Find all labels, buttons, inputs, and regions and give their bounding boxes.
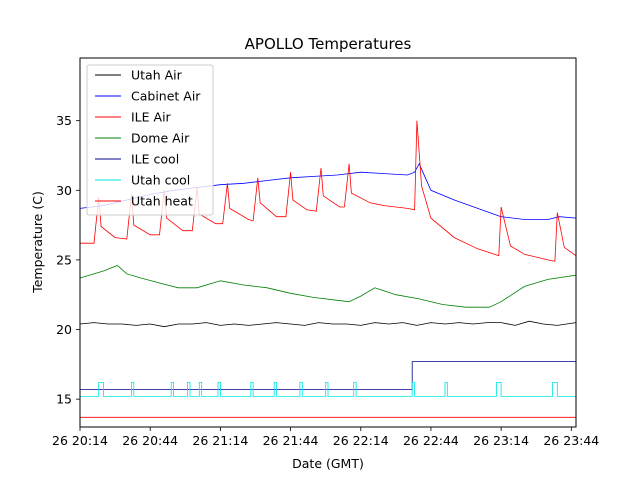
chart-title: APOLLO Temperatures — [245, 35, 412, 53]
series-layer — [79, 120, 577, 418]
x-tick-label: 26 20:14 — [52, 433, 108, 448]
legend-box — [86, 64, 214, 216]
y-tick-label: 30 — [56, 183, 72, 198]
series-line-utah-cool — [80, 381, 576, 397]
x-tick-label: 26 22:14 — [333, 433, 389, 448]
x-tick-label: 26 21:14 — [192, 433, 248, 448]
legend-label-ile-air: ILE Air — [131, 110, 172, 125]
y-axis-ticks: 15 20 25 30 35 — [56, 113, 80, 407]
legend-label-utah-air: Utah Air — [131, 68, 183, 83]
x-axis-label: Date (GMT) — [292, 456, 364, 471]
y-tick-label: 20 — [56, 322, 72, 337]
series-line-dome-air — [79, 265, 577, 308]
x-tick-label: 26 23:14 — [473, 433, 529, 448]
legend-label-utah-cool: Utah cool — [131, 173, 190, 188]
legend: Utah Air Cabinet Air ILE Air Dome Air ILE co… — [86, 64, 214, 216]
legend-label-dome-air: Dome Air — [131, 131, 190, 146]
y-tick-label: 25 — [56, 252, 72, 267]
series-line-ile-air — [80, 120, 577, 262]
x-tick-label: 26 22:44 — [403, 433, 459, 448]
x-axis-ticks: 26 20:14 26 20:44 26 21:14 26 21:44 26 22:14… — [52, 427, 599, 448]
legend-label-utah-heat: Utah heat — [131, 194, 193, 209]
series-line-ile-cool — [80, 361, 576, 390]
x-tick-label: 26 20:44 — [122, 433, 178, 448]
y-tick-label: 35 — [56, 113, 72, 128]
x-tick-label: 26 23:44 — [543, 433, 599, 448]
legend-label-ile-cool: ILE cool — [131, 152, 179, 167]
series-line-utah-air — [79, 320, 577, 328]
y-tick-label: 15 — [56, 392, 72, 407]
x-tick-label: 26 21:44 — [263, 433, 319, 448]
legend-label-cabinet-air: Cabinet Air — [131, 89, 201, 104]
plot-frame — [79, 57, 577, 428]
y-axis-label: Temperature (C) — [30, 191, 45, 294]
